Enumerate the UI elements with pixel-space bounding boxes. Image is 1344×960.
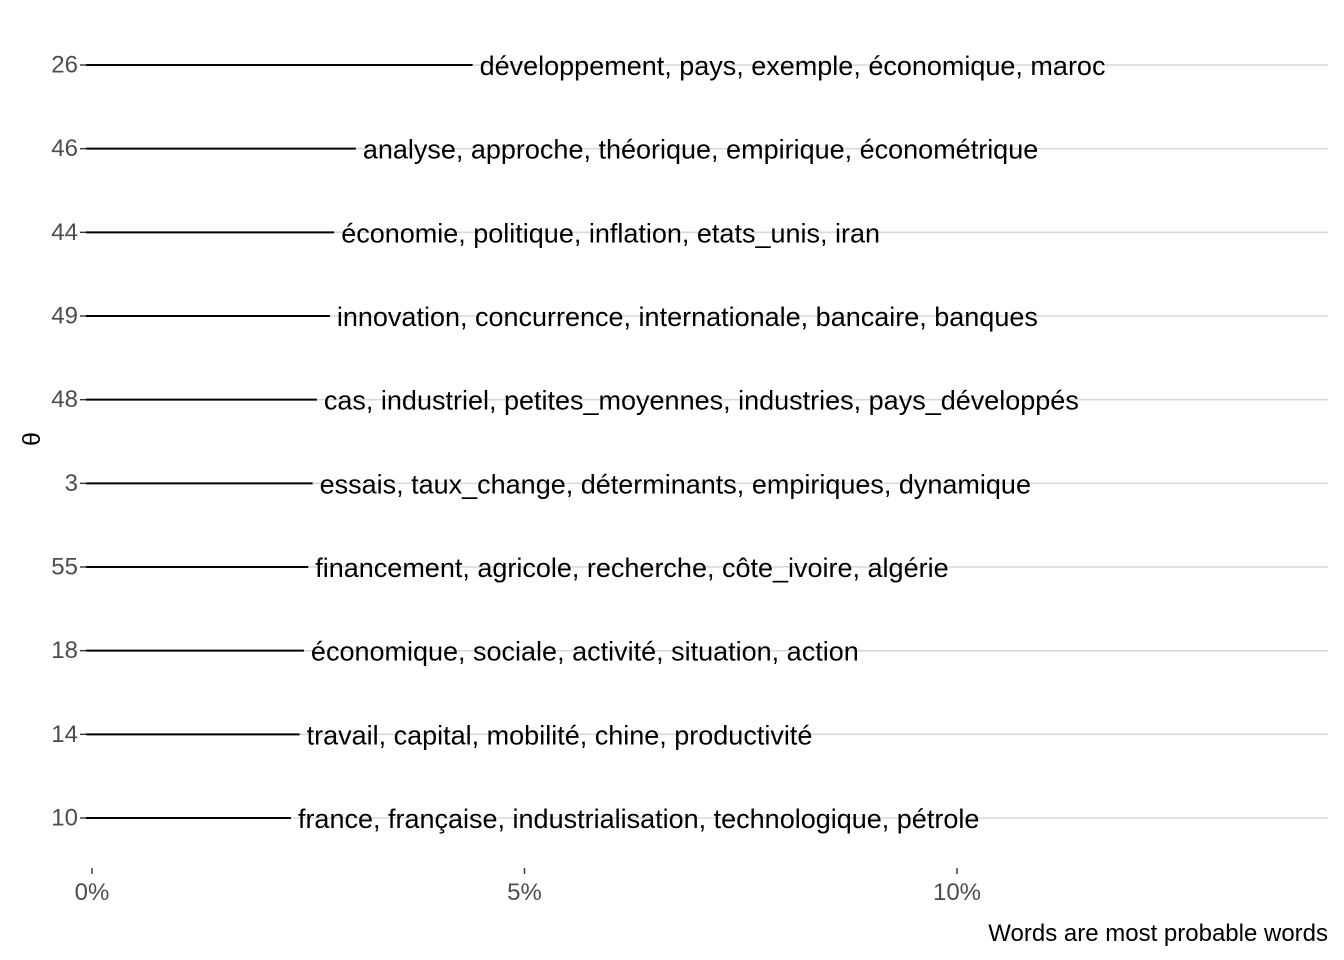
x-tick-label-10%: 10% (933, 879, 981, 906)
y-tick-label-46: 46 (51, 135, 78, 162)
x-tick-label-5%: 5% (507, 879, 542, 906)
x-tick-label-0%: 0% (75, 879, 110, 906)
x-axis: 0% 5% 10% (75, 868, 981, 906)
y-tick-label-55: 55 (51, 554, 78, 581)
y-tick-label-3: 3 (65, 470, 78, 497)
y-tick-label-10: 10 (51, 805, 78, 832)
y-tick-label-48: 48 (51, 386, 78, 413)
topic-words-48: cas, industriel, petites_moyennes, indus… (324, 386, 1079, 416)
y-tick-label-14: 14 (51, 721, 78, 748)
y-tick-label-18: 18 (51, 637, 78, 664)
bars (86, 64, 473, 819)
topic-words-10: france, française, industrialisation, te… (298, 804, 979, 834)
y-tick-label-26: 26 (51, 52, 78, 79)
topic-words-44: économie, politique, inflation, etats_un… (341, 218, 880, 248)
topic-words-26: développement, pays, exemple, économique… (480, 51, 1106, 81)
y-tick-label-44: 44 (51, 219, 78, 246)
word-labels: développement, pays, exemple, économique… (298, 51, 1106, 834)
y-axis-title: θ (18, 432, 46, 446)
y-tick-labels: 26 46 44 49 48 3 55 18 14 10 (51, 52, 86, 832)
gridlines (86, 64, 1328, 819)
topic-words-49: innovation, concurrence, internationale,… (337, 302, 1038, 332)
y-tick-label-49: 49 (51, 303, 78, 330)
topic-words-18: économique, sociale, activité, situation… (311, 637, 859, 667)
topic-words-3: essais, taux_change, déterminants, empir… (320, 469, 1031, 499)
topic-words-14: travail, capital, mobilité, chine, produ… (307, 720, 813, 750)
topic-words-55: financement, agricole, recherche, côte_i… (315, 553, 948, 583)
chart-caption: Words are most probable words (988, 920, 1328, 947)
topic-words-46: analyse, approche, théorique, empirique,… (363, 135, 1038, 165)
